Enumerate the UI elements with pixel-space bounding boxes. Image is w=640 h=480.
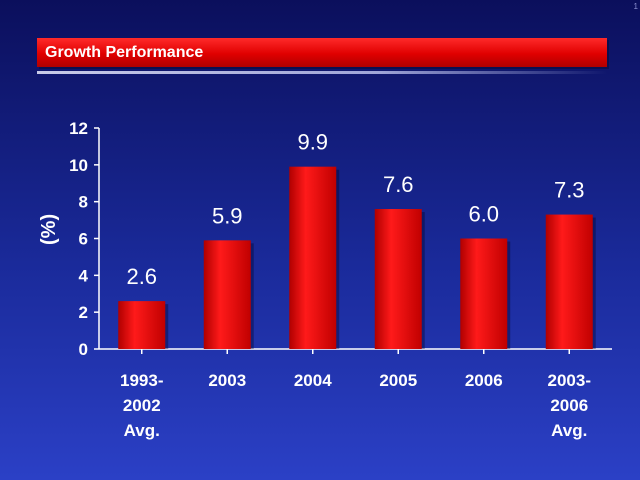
x-tick-label: 2005 [379,371,417,390]
y-tick-label: 4 [79,266,89,285]
x-tick-label: 2004 [294,371,332,390]
corner-mark: 1 [633,2,638,11]
bar [545,214,593,349]
axes: 0 2 4 6 8 10 12 [69,119,612,359]
y-tick-label: 10 [69,156,88,175]
bar [203,240,251,349]
title-bar: Growth Performance [37,38,607,67]
x-tick-label: 1993- [120,371,163,390]
page-title: Growth Performance [45,44,204,61]
data-label: 6.0 [468,202,499,227]
x-tick-label: 2003- [548,371,591,390]
bar [460,238,508,349]
bar [118,301,166,349]
y-tick-label: 0 [79,340,88,359]
bar [374,209,422,349]
x-tick-label: 2006 [465,371,503,390]
data-label: 2.6 [126,264,157,289]
x-tick-label: 2002 [123,396,161,415]
x-tick-label: Avg. [124,421,160,440]
y-axis-label: (%) [38,213,60,245]
x-tick-label: Avg. [551,421,587,440]
y-tick-label: 8 [79,193,88,212]
data-label: 5.9 [212,203,243,228]
x-tick-label: 2003 [208,371,246,390]
bars [118,166,596,349]
y-tick-label: 6 [79,230,88,249]
labels: 2.6 1993- 2002 Avg. 5.9 2003 9.9 2004 7.6 2005 6.0… [120,130,591,440]
y-tick-label: 2 [79,303,88,322]
y-tick-label: 12 [69,119,88,138]
data-label: 7.3 [554,178,585,203]
data-label: 9.9 [297,130,328,155]
x-tick-label: 2006 [550,396,588,415]
title-underline [37,71,607,74]
bar [289,166,337,349]
data-label: 7.6 [383,172,414,197]
